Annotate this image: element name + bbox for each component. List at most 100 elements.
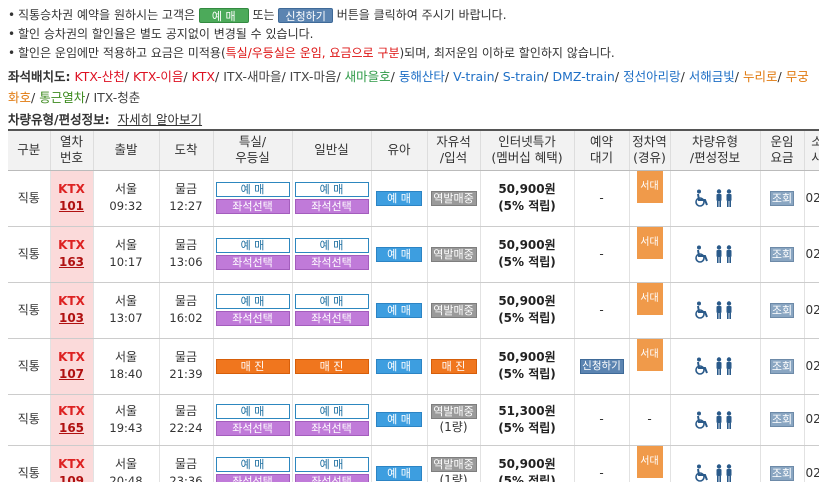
train-number-link[interactable]: 109 (58, 474, 85, 482)
train-kind: KTX (58, 182, 85, 196)
seat-layout-link[interactable]: S-train (502, 69, 545, 84)
reserve-button[interactable]: 예 매 (215, 238, 290, 253)
car-type-cell[interactable] (669, 226, 760, 283)
car-type-cell[interactable] (669, 282, 760, 339)
train-number-link[interactable]: 165 (58, 420, 85, 435)
reserve-button[interactable]: 예 매 (215, 457, 290, 472)
seat-layout-link[interactable]: KTX-산천 (74, 69, 125, 84)
select-seat-button[interactable]: 좌석선택 (215, 420, 290, 436)
select-seat-button[interactable]: 좌석선택 (215, 311, 290, 326)
infant-reserve-button[interactable]: 예 매 (376, 465, 422, 481)
seat-layout-link[interactable]: ITX-새마을 (223, 69, 282, 84)
seat-layout-link[interactable]: 정선아리랑 (623, 69, 681, 84)
select-seat-button[interactable]: 좌석선택 (294, 255, 369, 270)
reserve-button[interactable]: 예 매 (215, 403, 290, 419)
fare-view-button[interactable]: 조회 (770, 246, 794, 262)
seat-layout-link[interactable]: ITX-청춘 (93, 90, 141, 105)
stopover-station-button[interactable]: 서대구 (636, 226, 663, 280)
column-header-text: 출발 (114, 142, 138, 158)
infant-reserve-button[interactable]: 예 매 (376, 246, 422, 262)
car-type-details-link[interactable]: 자세히 알아보기 (117, 112, 203, 127)
train-number-link[interactable]: 103 (58, 311, 85, 325)
reserve-button[interactable]: 예 매 (294, 238, 369, 253)
seat-layout-link[interactable]: 무궁화호 (8, 69, 809, 105)
waitlist-cell: 신청하기 (573, 338, 629, 395)
soldout-badge: 매 진 (215, 358, 290, 374)
separator: / (680, 69, 685, 84)
price: 50,900원 (498, 294, 556, 308)
notice-highlight: 특실/우등실은 운임, 요금으로 구분 (225, 46, 400, 60)
fare-view-button[interactable]: 조회 (770, 465, 794, 481)
seat-layout-link[interactable]: V-train (453, 69, 495, 84)
car-type-cell[interactable] (669, 394, 760, 446)
fare-view-button[interactable]: 조회 (770, 302, 794, 318)
internet-price-cell: 50,900원 (5% 적립) (479, 338, 574, 395)
fare-view-button[interactable]: 조회 (770, 358, 794, 374)
fare-view-button[interactable]: 조회 (770, 412, 794, 427)
seat-layout-link[interactable]: KTX (191, 69, 215, 84)
separator: / (544, 69, 549, 84)
train-number-link[interactable]: 163 (58, 255, 85, 269)
arrival-time: 13:06 (169, 255, 203, 269)
arrival-station: 물금 (174, 294, 198, 308)
infant-cell: 예 매 (370, 226, 427, 283)
car-type-cell[interactable] (669, 445, 760, 482)
departure-station: 서울 (114, 238, 138, 252)
column-header: 유아 (370, 129, 427, 171)
select-seat-button[interactable]: 좌석선택 (294, 420, 369, 436)
infant-reserve-button[interactable]: 예 매 (376, 190, 422, 206)
select-seat-button[interactable]: 좌석선택 (294, 311, 369, 326)
train-number-link[interactable]: 107 (58, 367, 85, 381)
stopover-station-button[interactable]: 서대구 (636, 445, 663, 478)
infant-reserve-button[interactable]: 예 매 (376, 358, 422, 374)
departure-time: 20:48 (109, 474, 143, 482)
reserve-button[interactable]: 예 매 (294, 403, 369, 419)
seat-layout-link[interactable]: KTX-이음 (133, 69, 184, 84)
reserve-button[interactable]: 예 매 (215, 182, 290, 197)
economy-cell: 예 매 좌석선택 (291, 394, 371, 446)
infant-reserve-button[interactable]: 예 매 (376, 412, 422, 427)
separator: / (31, 90, 36, 105)
car-type-cell[interactable] (669, 338, 760, 395)
internet-price-cell: 50,900원 (5% 적립) (479, 170, 574, 227)
reserve-button[interactable]: 예 매 (294, 294, 369, 309)
select-seat-button[interactable]: 좌석선택 (215, 199, 290, 214)
seat-layout-link[interactable]: 동해산타 (398, 69, 445, 84)
wheelchair-icon (695, 357, 708, 375)
stopover-station-button[interactable]: 서대구 (636, 338, 663, 392)
train-kind: KTX (58, 350, 85, 364)
car-type-cell[interactable] (669, 170, 760, 227)
reserve-button[interactable]: 예 매 (294, 457, 369, 472)
arrival-station: 물금 (174, 350, 198, 364)
separator: / (444, 69, 450, 84)
seat-layout-link[interactable]: 통근열차 (39, 90, 86, 105)
seat-layout-link[interactable]: 누리로 (743, 69, 778, 84)
stopover-station-button[interactable]: 서대구 (636, 170, 663, 224)
select-seat-button[interactable]: 좌석선택 (294, 474, 369, 482)
empty-dash: - (599, 246, 604, 261)
infant-reserve-button[interactable]: 예 매 (376, 302, 422, 318)
arrival-station: 물금 (174, 238, 198, 252)
empty-dash: - (599, 302, 604, 317)
waitlist-apply-button[interactable]: 신청하기 (579, 358, 624, 374)
train-number-link[interactable]: 101 (58, 199, 85, 213)
column-header-text: 우등실 (235, 150, 270, 166)
select-seat-button[interactable]: 좌석선택 (215, 255, 290, 270)
train-kind: KTX (58, 457, 85, 471)
train-kind: KTX (58, 403, 85, 418)
select-seat-button[interactable]: 좌석선택 (294, 199, 369, 214)
fare-view-button[interactable]: 조회 (770, 190, 794, 206)
reserve-button[interactable]: 예 매 (215, 294, 290, 309)
internet-price-cell: 51,300원 (5% 적립) (479, 394, 574, 446)
seat-layout-link[interactable]: DMZ-train (552, 69, 615, 84)
select-seat-button[interactable]: 좌석선택 (215, 474, 290, 482)
arrival-time: 12:27 (169, 199, 203, 213)
reserve-button[interactable]: 예 매 (294, 182, 369, 197)
seat-layout-label: 좌석배치도: (8, 69, 71, 84)
seat-layout-link[interactable]: 새마을호 (344, 69, 391, 84)
seat-layout-link[interactable]: 서해금빛 (688, 69, 735, 84)
stopover-station-button[interactable]: 서대구 (636, 282, 663, 336)
seat-layout-link[interactable]: ITX-마음 (289, 69, 337, 84)
